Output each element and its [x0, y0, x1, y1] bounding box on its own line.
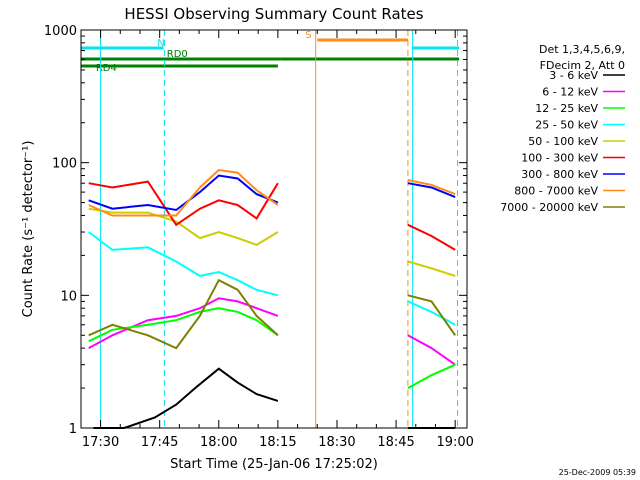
flag-label-rd0: RD0: [167, 49, 188, 60]
legend-header: FDecim 2, Att 0: [540, 59, 625, 72]
x-axis-label: Start Time (25-Jan-06 17:25:02): [170, 457, 378, 472]
x-tick-label: 19:00: [436, 435, 473, 450]
series-line: [88, 278, 457, 350]
x-tick-label: 18:30: [318, 435, 355, 450]
y-tick-label: 1000: [44, 24, 77, 39]
y-tick-label: 10: [60, 289, 77, 304]
series-line: [88, 180, 456, 251]
x-tick-label: 17:45: [141, 435, 178, 450]
legend-entry-label: 6 - 12 keV: [542, 86, 598, 99]
flag-label-rd4: RD4: [96, 63, 117, 74]
flag-label-n: N: [157, 38, 164, 49]
legend-entry-label: 7000 - 20000 keV: [500, 201, 598, 214]
legend-entry-label: 25 - 50 keV: [535, 119, 598, 132]
plot-background: [81, 30, 467, 428]
series-line: [88, 207, 456, 277]
x-tick-label: 18:00: [200, 435, 237, 450]
y-axis: 1 10 100 1000: [44, 24, 467, 437]
legend: Det 1,3,4,5,6,9, FDecim 2, Att 03 - 6 keV…: [500, 43, 625, 214]
x-tick-label: 17:30: [82, 435, 119, 450]
x-tick-label: 18:45: [377, 435, 414, 450]
series-line: [88, 174, 456, 212]
legend-header: Det 1,3,4,5,6,9,: [539, 43, 625, 56]
legend-entry-label: 300 - 800 keV: [521, 168, 598, 181]
chart-title: HESSI Observing Summary Count Rates: [124, 5, 423, 23]
legend-entry-label: 100 - 300 keV: [521, 152, 598, 165]
plot-frame: [80, 29, 468, 429]
y-tick-label: 100: [52, 157, 77, 172]
legend-entry-label: 800 - 7000 keV: [514, 185, 598, 198]
x-axis: 17:30 17:45 18:00 18:15 18:30 18:45 19:00: [82, 30, 474, 450]
y-tick-label: 1: [69, 422, 77, 437]
legend-entry-label: 12 - 25 keV: [535, 102, 598, 115]
legend-entry-label: 50 - 100 keV: [528, 135, 598, 148]
timestamp-text: 25-Dec-2009 05:39: [559, 468, 636, 477]
series-line: [88, 231, 456, 326]
y-axis-label: Count Rate (s⁻¹ detector⁻¹): [21, 141, 36, 318]
series-line: [88, 168, 456, 217]
x-tick-label: 18:15: [259, 435, 296, 450]
legend-entry-label: 3 - 6 keV: [549, 69, 598, 82]
annotation-layer: N S RD0 RD4: [80, 30, 460, 428]
flag-label-s: S: [305, 30, 311, 41]
